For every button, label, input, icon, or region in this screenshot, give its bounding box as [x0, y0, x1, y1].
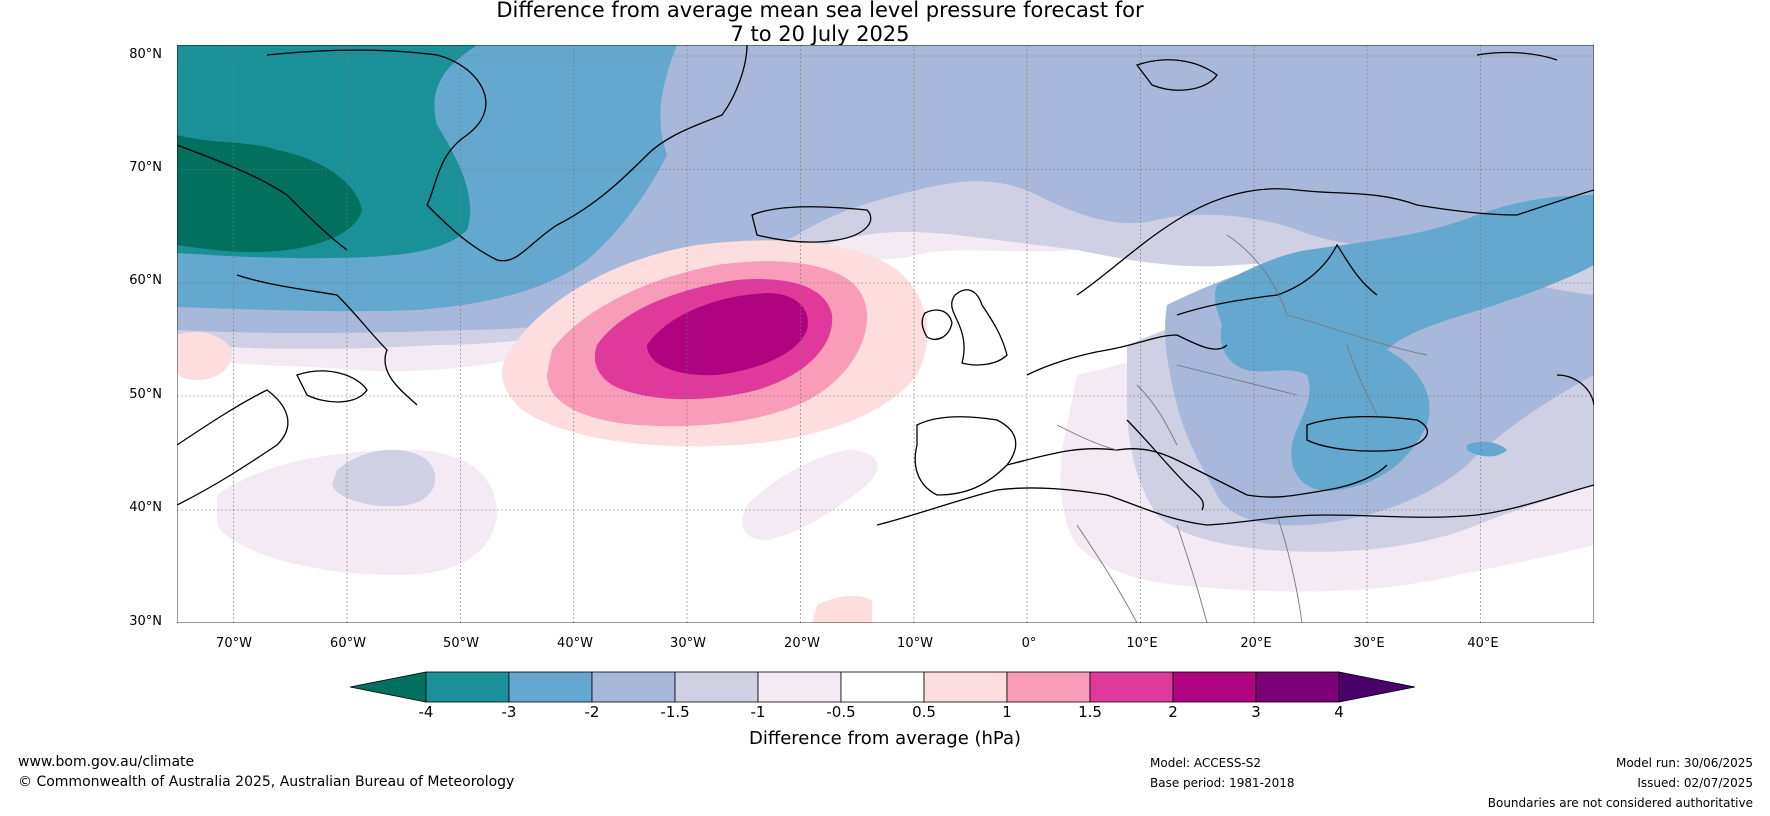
colorbar-title: Difference from average (hPa) — [748, 728, 1022, 749]
title-line-1: Difference from average mean sea level p… — [496, 0, 1144, 22]
colorbar-segment — [591, 671, 676, 703]
colorbar-tick-label: 2 — [1168, 703, 1178, 721]
iberia-minus-0-5 — [742, 450, 878, 540]
colorbar-tick-label: -4 — [418, 703, 434, 721]
colorbar-tick-label: 1 — [1002, 703, 1012, 721]
newfoundland-coast — [296, 370, 368, 403]
positive-anomaly-atlantic — [177, 240, 928, 623]
lat-label-80n: 80°N — [129, 47, 162, 62]
lon-label-20e: 20°E — [1240, 636, 1272, 651]
colorbar-segment — [1255, 671, 1340, 703]
lon-label-70w: 70°W — [216, 636, 252, 651]
title-line-2: 7 to 20 July 2025 — [730, 22, 910, 46]
iceland-coast — [751, 206, 872, 243]
labrador-coast — [236, 274, 418, 406]
lat-label-60n: 60°N — [129, 273, 162, 288]
colorbar-segment — [674, 671, 759, 703]
colorbar-segment — [923, 671, 1008, 703]
greenland-coast — [266, 45, 748, 262]
colorbar-segment — [840, 671, 925, 703]
lon-label-10e: 10°E — [1126, 636, 1158, 651]
europe-band-minus-2 — [1214, 195, 1594, 491]
colorbar-segment — [1172, 671, 1257, 703]
baltic-coast — [1176, 243, 1378, 316]
europe-band-minus-2-small — [1467, 441, 1507, 457]
colorbar-tick-label: 4 — [1334, 703, 1344, 721]
italy-coast — [1126, 419, 1204, 511]
western-europe-coast — [1026, 334, 1228, 376]
ireland-coast — [921, 309, 953, 340]
negative-anomaly-europe — [1060, 195, 1594, 592]
caspian-coast — [1556, 374, 1594, 406]
colorbar-tick-label: 0.5 — [912, 703, 936, 721]
lon-label-20w: 20°W — [784, 636, 820, 651]
colorbar-segment — [1006, 671, 1091, 703]
colorbar-tick-label: -1 — [750, 703, 766, 721]
colorbar-extend-low — [350, 671, 427, 703]
lon-label-10w: 10°W — [897, 636, 933, 651]
colorbar-tick-label: -3 — [501, 703, 517, 721]
lat-label-40n: 40°N — [129, 500, 162, 515]
colorbar-tick-label: 3 — [1251, 703, 1261, 721]
mediterranean-coast — [1006, 448, 1388, 498]
greenland-west-coast — [177, 144, 348, 251]
colorbar-tick-label: 1.5 — [1078, 703, 1102, 721]
africa-north-coast — [876, 484, 1594, 526]
novaya-zemlya-coast — [1476, 51, 1558, 61]
coastlines — [177, 45, 1594, 526]
colorbar-extend-high — [1338, 671, 1416, 703]
issued-date: Issued: 02/07/2025 — [1637, 776, 1753, 790]
colorbar-segment — [508, 671, 593, 703]
lat-label-30n: 30°N — [129, 614, 162, 629]
pressure-anomaly-map — [177, 45, 1594, 623]
lat-label-70n: 70°N — [129, 160, 162, 175]
colorbar-tick-label: -2 — [584, 703, 600, 721]
country-borders — [1056, 234, 1428, 623]
lon-label-40e: 40°E — [1467, 636, 1499, 651]
lon-label-0: 0° — [1021, 636, 1037, 651]
colorbar-tick-label: -1.5 — [660, 703, 690, 721]
base-period: Base period: 1981-2018 — [1150, 776, 1295, 790]
colorbar-tick-label: -0.5 — [826, 703, 856, 721]
boundaries-disclaimer: Boundaries are not considered authoritat… — [1487, 796, 1753, 810]
website-link[interactable]: www.bom.gov.au/climate — [18, 754, 195, 770]
britain-coast — [951, 289, 1008, 366]
negative-anomaly-north — [177, 45, 1594, 409]
colorbar — [350, 671, 1416, 703]
lon-label-60w: 60°W — [330, 636, 366, 651]
copyright-text: © Commonwealth of Australia 2025, Austra… — [18, 774, 515, 790]
anomaly-plus-small-south — [812, 595, 872, 623]
lon-label-40w: 40°W — [557, 636, 593, 651]
scandinavia-coast — [1076, 188, 1594, 296]
model-run-date: Model run: 30/06/2025 — [1615, 756, 1753, 770]
colorbar-segment — [757, 671, 842, 703]
lon-label-30w: 30°W — [670, 636, 706, 651]
chart-title: Difference from average mean sea level p… — [0, 0, 1640, 46]
anomaly-plus-small-west — [177, 331, 232, 380]
lon-label-50w: 50°W — [443, 636, 479, 651]
lon-label-30e: 30°E — [1353, 636, 1385, 651]
svalbard-coast — [1135, 59, 1218, 91]
model-name: Model: ACCESS-S2 — [1150, 756, 1262, 770]
graticule — [177, 45, 1594, 623]
north-america-east-coast — [177, 389, 289, 506]
colorbar-segment — [425, 671, 510, 703]
black-sea-coast — [1306, 416, 1429, 452]
lat-label-50n: 50°N — [129, 387, 162, 402]
atlantic-south-minus-1-5 — [332, 449, 436, 507]
colorbar-segment — [1089, 671, 1174, 703]
